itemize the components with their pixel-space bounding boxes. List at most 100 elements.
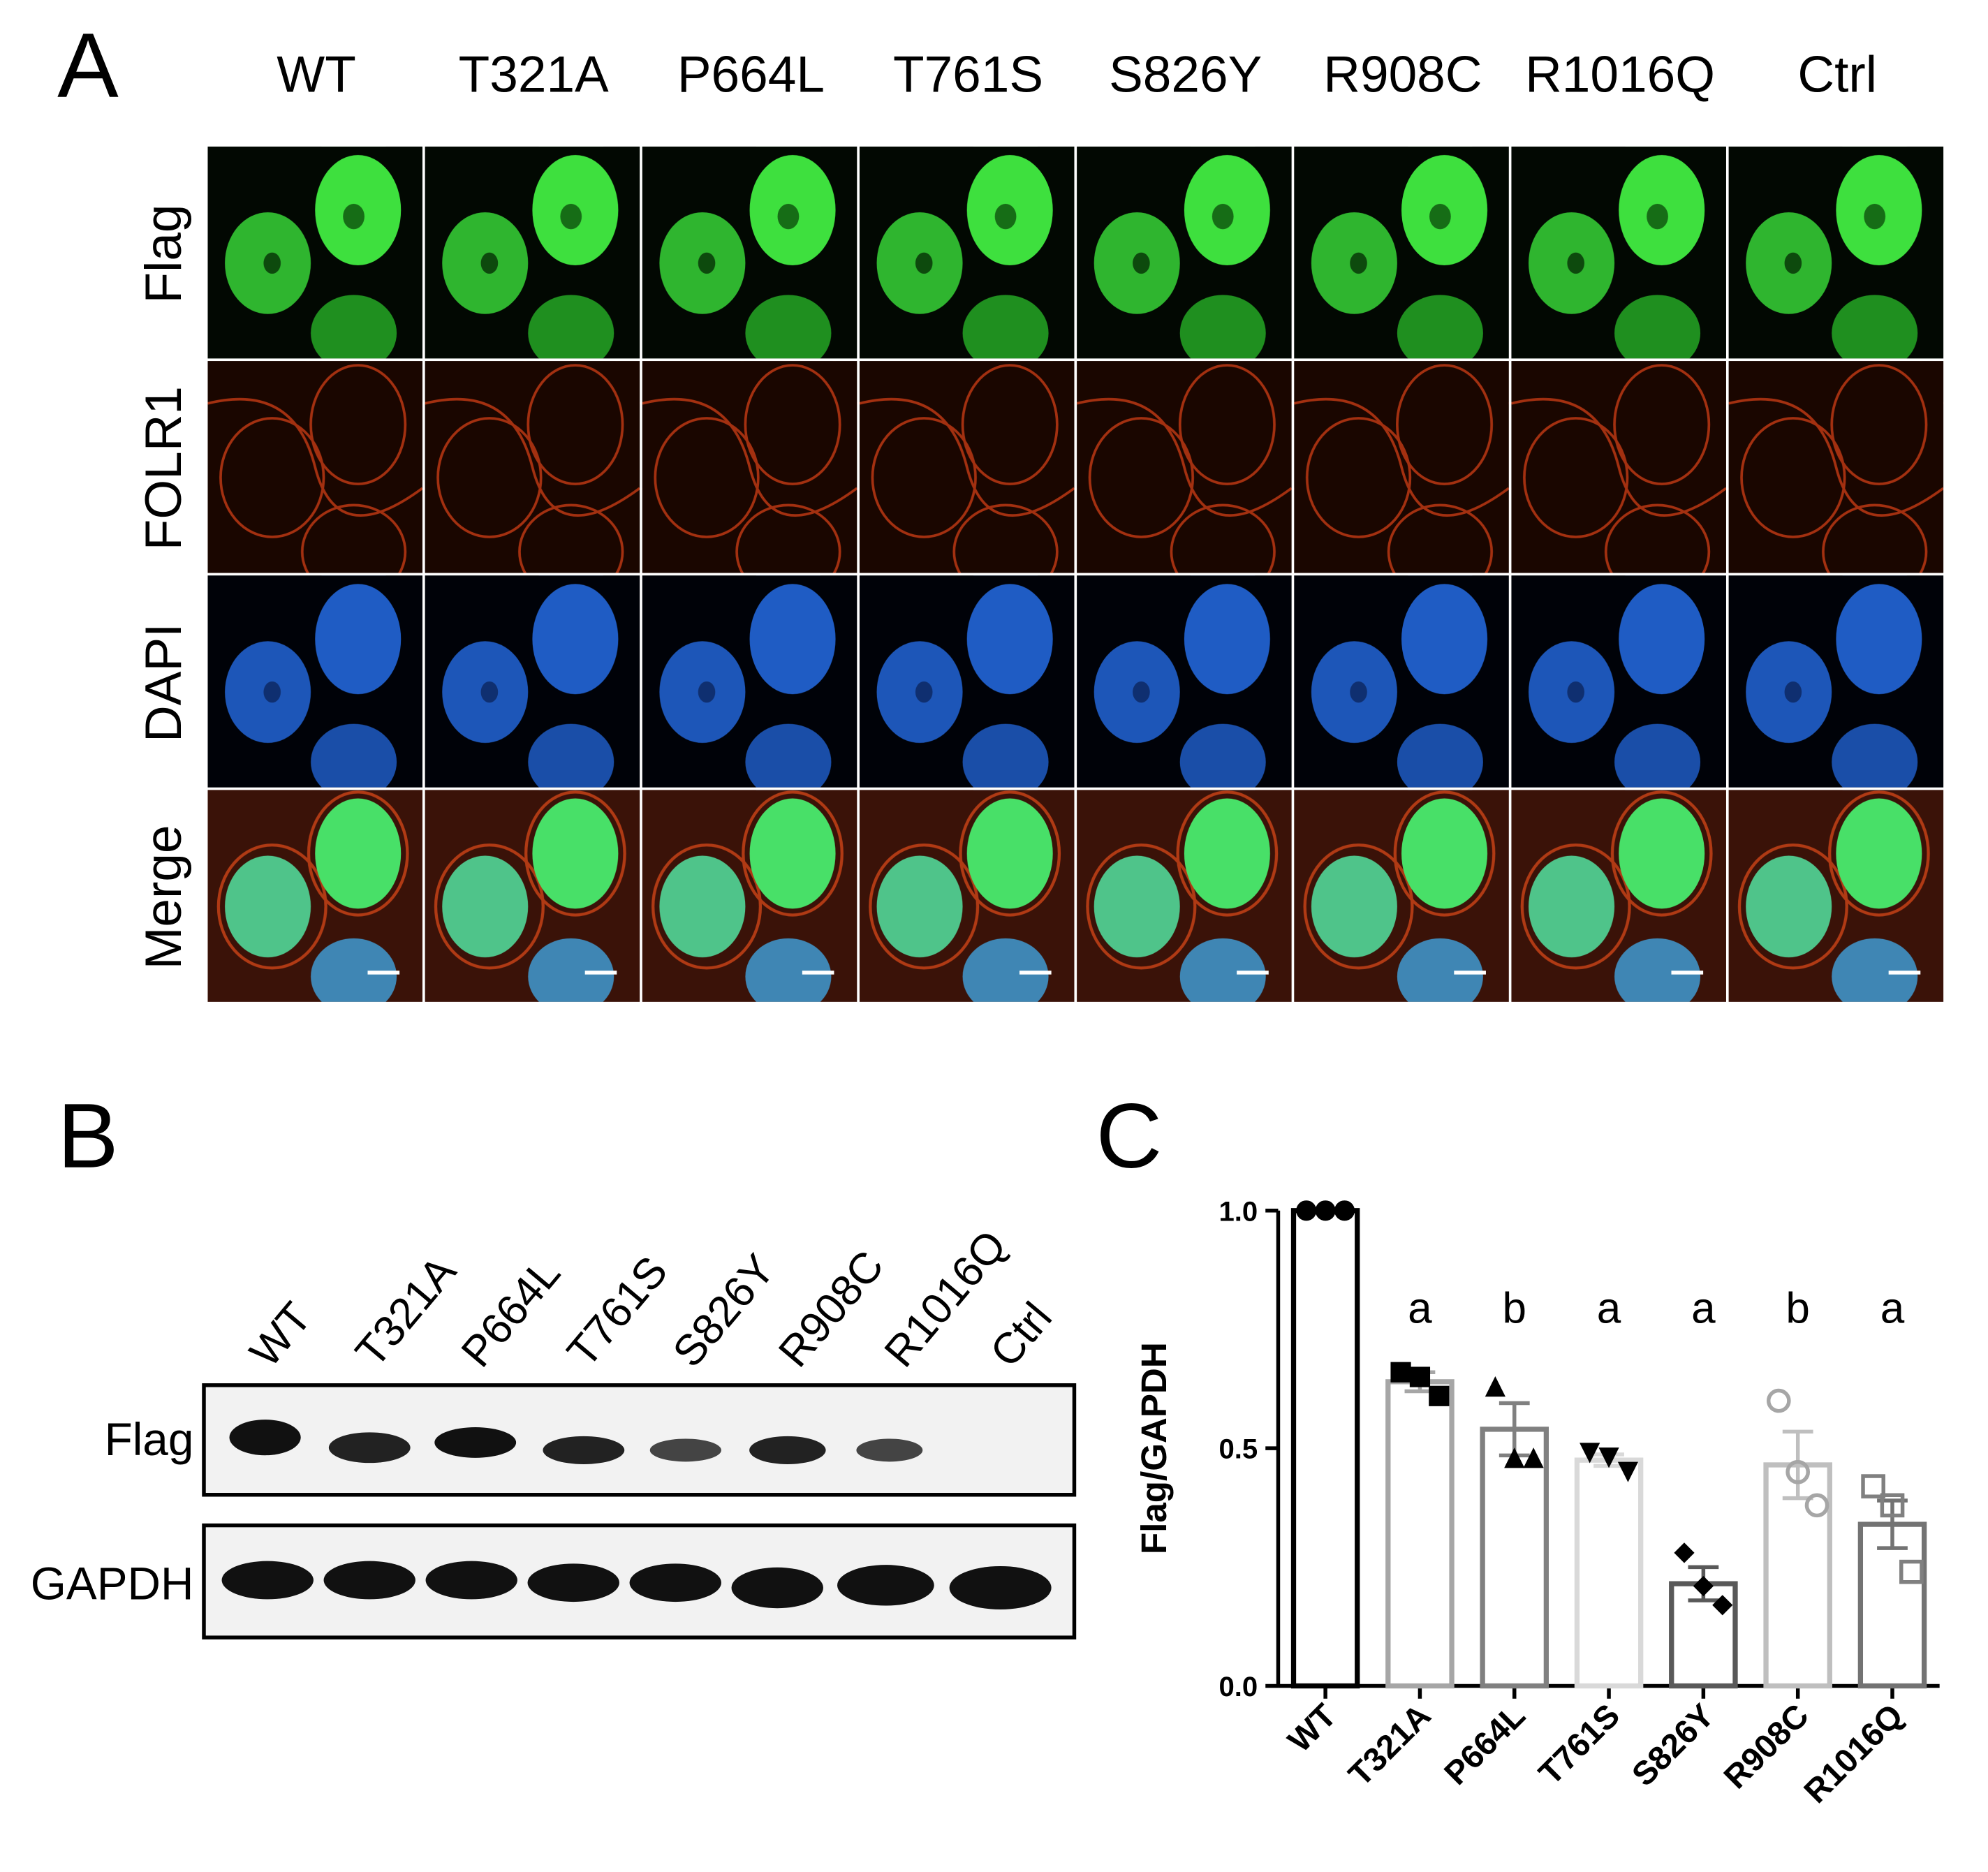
micrograph-tile xyxy=(1511,790,1726,1002)
micrograph-tile xyxy=(642,146,857,359)
y-tick-label: 0.0 xyxy=(1218,1671,1258,1702)
data-point xyxy=(1390,1362,1411,1383)
bar xyxy=(1290,1208,1360,1689)
data-point xyxy=(1766,1388,1791,1413)
micrograph-tile xyxy=(1511,146,1726,359)
micrograph-tile xyxy=(1294,575,1509,788)
lane-label: T321A xyxy=(346,1247,466,1376)
micrograph-tile xyxy=(1077,575,1292,788)
micrograph-tile xyxy=(1294,361,1509,573)
band xyxy=(749,1436,826,1464)
band xyxy=(434,1427,517,1458)
micrograph-tile xyxy=(1077,361,1292,573)
micrograph-tile xyxy=(1294,146,1509,359)
band xyxy=(229,1420,301,1456)
row-label: FOLR1 xyxy=(135,386,192,550)
data-point xyxy=(1598,1447,1619,1468)
micrograph-tile xyxy=(425,575,640,788)
data-point xyxy=(1409,1366,1431,1387)
micrograph-tile xyxy=(859,146,1075,359)
column-header: R908C xyxy=(1323,46,1482,103)
data-point xyxy=(1315,1200,1336,1221)
data-point xyxy=(1899,1559,1924,1584)
significance-letter: a xyxy=(1691,1284,1716,1332)
data-point xyxy=(1523,1447,1544,1468)
band xyxy=(731,1567,823,1609)
micrograph-tile xyxy=(1077,790,1292,1002)
data-point xyxy=(1485,1376,1505,1397)
x-tick-label: WT xyxy=(1281,1697,1344,1760)
panel-label: C xyxy=(1096,1084,1163,1187)
significance-letter: a xyxy=(1597,1284,1621,1332)
x-tick-label: R1016Q xyxy=(1797,1697,1910,1810)
data-point xyxy=(1674,1542,1695,1563)
data-point xyxy=(1504,1447,1525,1468)
micrograph-tile xyxy=(1511,361,1726,573)
y-tick-label: 0.5 xyxy=(1218,1434,1258,1465)
data-point xyxy=(1296,1200,1317,1221)
blot-bands xyxy=(221,1420,1052,1610)
bar xyxy=(1385,1379,1455,1689)
micrograph-tile xyxy=(207,790,422,1002)
micrograph-tile xyxy=(859,575,1075,788)
micrograph-tile xyxy=(1294,790,1509,1002)
row-label: Merge xyxy=(135,825,192,969)
micrograph-tile xyxy=(1728,575,1944,788)
micrograph-tile xyxy=(859,361,1075,573)
y-tick-label: 1.0 xyxy=(1218,1195,1258,1227)
data-point xyxy=(1880,1493,1905,1518)
band xyxy=(543,1436,625,1464)
micrographs xyxy=(207,146,1944,1002)
band xyxy=(949,1565,1052,1610)
data-point xyxy=(1693,1575,1714,1597)
panel-label: A xyxy=(57,14,119,117)
blot-row-label: Flag xyxy=(105,1414,194,1465)
micrograph-tile xyxy=(207,146,422,359)
column-header: WT xyxy=(277,46,356,103)
band xyxy=(328,1432,411,1464)
row-label: DAPI xyxy=(135,624,192,742)
bar xyxy=(1763,1462,1832,1689)
band xyxy=(221,1561,314,1600)
column-header: T321A xyxy=(459,46,609,103)
blot-row-label: GAPDH xyxy=(31,1558,194,1609)
data-point xyxy=(1617,1461,1639,1482)
micrograph-tile xyxy=(207,361,422,573)
data-point xyxy=(1429,1385,1450,1406)
data-point xyxy=(1712,1595,1733,1616)
bar xyxy=(1857,1521,1927,1689)
significance-letter: b xyxy=(1785,1284,1810,1332)
micrograph-tile xyxy=(859,790,1075,1002)
micrograph-tile xyxy=(642,575,857,788)
data-point xyxy=(1334,1200,1355,1221)
micrograph-tile xyxy=(425,790,640,1002)
micrograph-tile xyxy=(207,575,422,788)
lane-label: WT xyxy=(241,1294,321,1376)
band xyxy=(649,1438,721,1462)
lane-label: T761S xyxy=(558,1248,677,1376)
micrograph-tile xyxy=(1511,575,1726,788)
data-point xyxy=(1785,1459,1811,1484)
band xyxy=(856,1438,923,1462)
micrograph-tile xyxy=(1728,361,1944,573)
row-label: Flag xyxy=(135,204,192,303)
micrograph-tile xyxy=(425,361,640,573)
lane-label: R908C xyxy=(770,1242,893,1376)
significance-letter: a xyxy=(1408,1284,1432,1332)
data-point xyxy=(1580,1443,1600,1464)
y-axis-label: Flag/GAPDH xyxy=(1134,1342,1174,1554)
significance-letter: b xyxy=(1502,1284,1526,1332)
micrograph-tile xyxy=(1728,790,1944,1002)
micrograph-tile xyxy=(1077,146,1292,359)
column-header: R1016Q xyxy=(1525,46,1715,103)
band xyxy=(527,1563,619,1602)
data-point xyxy=(1861,1474,1885,1498)
band xyxy=(425,1561,517,1600)
micrograph-tile xyxy=(642,790,857,1002)
lane-label: Ctrl xyxy=(981,1294,1061,1376)
significance-letter: a xyxy=(1880,1284,1905,1332)
bar xyxy=(1574,1457,1644,1689)
data-point xyxy=(1804,1493,1829,1518)
micrograph-tile xyxy=(642,361,857,573)
